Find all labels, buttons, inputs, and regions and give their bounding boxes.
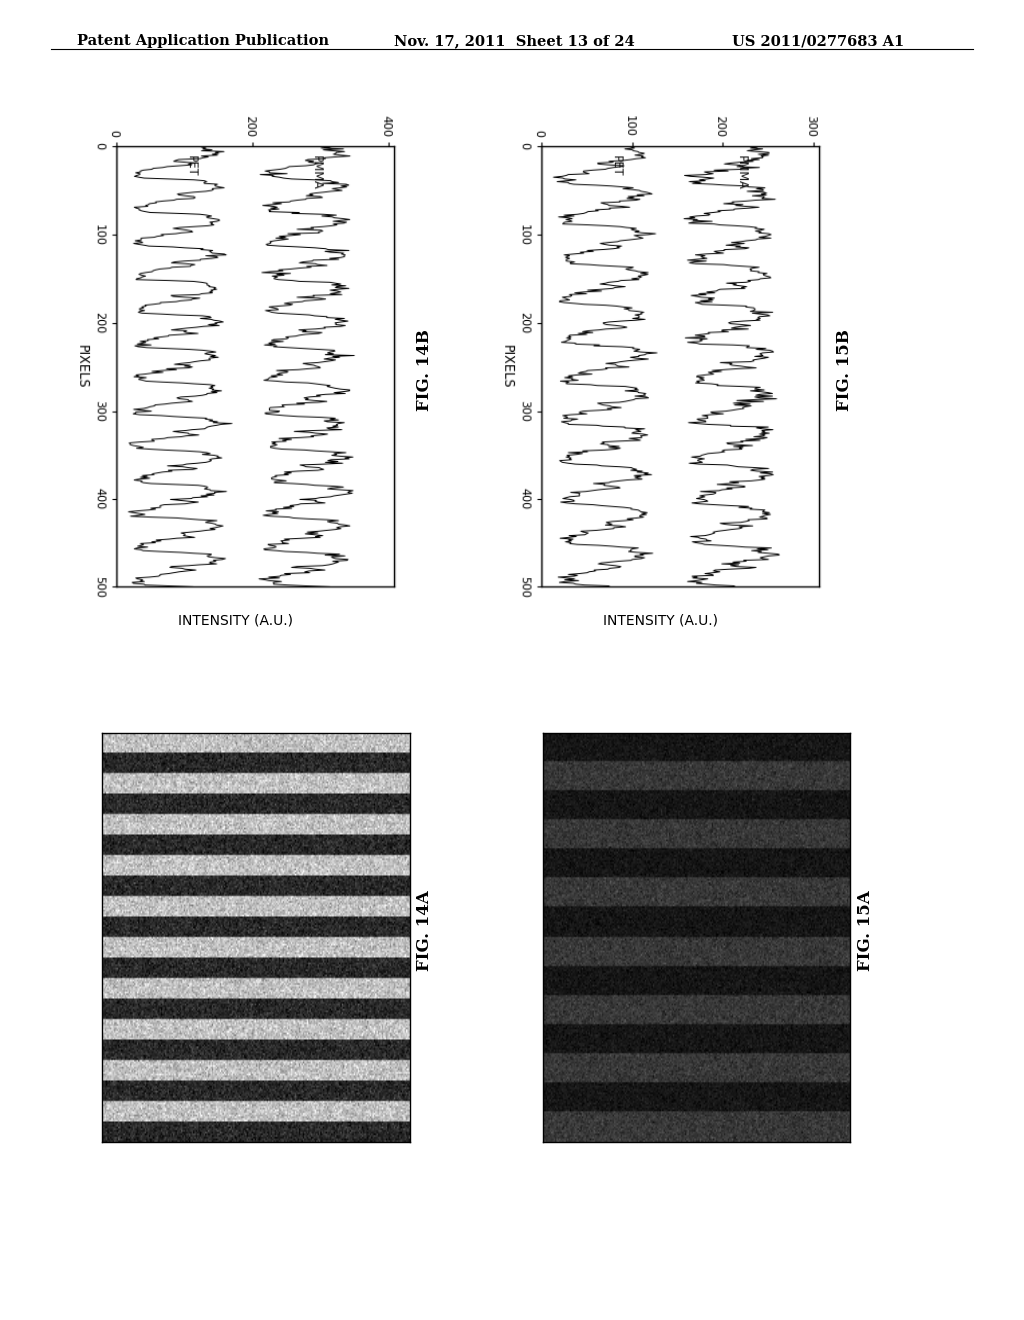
Text: INTENSITY (A.U.): INTENSITY (A.U.) — [603, 614, 718, 628]
Text: Nov. 17, 2011  Sheet 13 of 24: Nov. 17, 2011 Sheet 13 of 24 — [394, 34, 635, 49]
Text: Patent Application Publication: Patent Application Publication — [77, 34, 329, 49]
Text: FIG. 15A: FIG. 15A — [857, 890, 873, 972]
Text: US 2011/0277683 A1: US 2011/0277683 A1 — [732, 34, 904, 49]
Text: FIG. 15B: FIG. 15B — [837, 329, 853, 411]
Text: FIG. 14B: FIG. 14B — [417, 329, 433, 411]
Text: INTENSITY (A.U.): INTENSITY (A.U.) — [178, 614, 293, 628]
Text: FIG. 14A: FIG. 14A — [417, 890, 433, 972]
